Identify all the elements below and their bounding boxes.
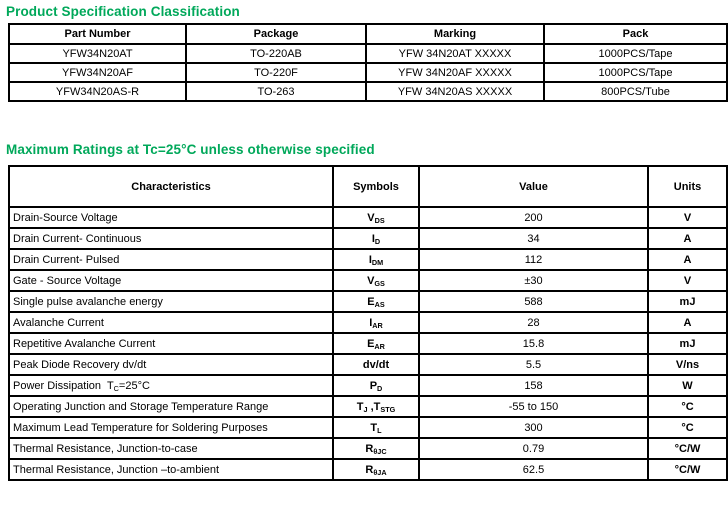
cell-units: V (647, 206, 728, 229)
cell-units: V (647, 269, 728, 292)
cell-value: 0.79 (418, 437, 649, 460)
cell-characteristic: Peak Diode Recovery dv/dt (8, 353, 334, 376)
datasheet-page: Product Specification Classification Par… (6, 4, 728, 481)
product-spec-table-body: YFW34N20AT TO-220AB YFW 34N20AT XXXXX 1000P… (8, 43, 728, 102)
cell-characteristic: Single pulse avalanche energy (8, 290, 334, 313)
table-row: YFW34N20AT TO-220AB YFW 34N20AT XXXXX 1000P… (8, 43, 728, 64)
cell-marking: YFW 34N20AF XXXXX (365, 62, 545, 83)
cell-value: 588 (418, 290, 649, 313)
cell-characteristic: Thermal Resistance, Junction-to-case (8, 437, 334, 460)
table-row: YFW34N20AF TO-220F YFW 34N20AF XXXXX 1000PC… (8, 62, 728, 83)
ratings-section-title: Maximum Ratings at Tc=25°C unless otherw… (6, 142, 375, 157)
col-header-units: Units (647, 165, 728, 208)
cell-pack: 800PCS/Tube (543, 81, 728, 102)
cell-units: W (647, 374, 728, 397)
table-row: Avalanche Current IAR 28 A (8, 311, 728, 334)
cell-symbol: TJ ,TSTG (332, 395, 420, 418)
table-row: Peak Diode Recovery dv/dt dv/dt 5.5 V/ns (8, 353, 728, 376)
cell-units: A (647, 248, 728, 271)
cell-value: 200 (418, 206, 649, 229)
table-row: Thermal Resistance, Junction –to-ambient… (8, 458, 728, 481)
cell-value: 112 (418, 248, 649, 271)
cell-units: °C (647, 416, 728, 439)
table-row: Power Dissipation TC=25°C PD 158 W (8, 374, 728, 397)
cell-value: 158 (418, 374, 649, 397)
header-row: Characteristics Symbols Value Units (8, 165, 728, 208)
cell-symbol: dv/dt (332, 353, 420, 376)
col-header-symbols: Symbols (332, 165, 420, 208)
cell-value: 300 (418, 416, 649, 439)
cell-symbol: ID (332, 227, 420, 250)
header-row: Part Number Package Marking Pack (8, 23, 728, 45)
cell-value: 15.8 (418, 332, 649, 355)
cell-units: °C/W (647, 437, 728, 460)
cell-symbol: VDS (332, 206, 420, 229)
cell-value: -55 to 150 (418, 395, 649, 418)
cell-characteristic: Power Dissipation TC=25°C (8, 374, 334, 397)
cell-units: A (647, 227, 728, 250)
table-row: Repetitive Avalanche Current EAR 15.8 mJ (8, 332, 728, 355)
cell-value: 5.5 (418, 353, 649, 376)
cell-units: °C/W (647, 458, 728, 481)
cell-characteristic: Gate - Source Voltage (8, 269, 334, 292)
cell-symbol: PD (332, 374, 420, 397)
cell-package: TO-263 (185, 81, 367, 102)
col-header-part-number: Part Number (8, 23, 187, 45)
maximum-ratings-table-header: Characteristics Symbols Value Units (8, 165, 728, 208)
cell-symbol: IDM (332, 248, 420, 271)
cell-units: mJ (647, 332, 728, 355)
table-row: Drain-Source Voltage VDS 200 V (8, 206, 728, 229)
table-row: Single pulse avalanche energy EAS 588 mJ (8, 290, 728, 313)
cell-package: TO-220AB (185, 43, 367, 64)
cell-symbol: VGS (332, 269, 420, 292)
col-header-pack: Pack (543, 23, 728, 45)
cell-pack: 1000PCS/Tape (543, 62, 728, 83)
product-spec-table: Part Number Package Marking Pack YFW34N2… (8, 23, 728, 102)
cell-characteristic: Drain Current- Continuous (8, 227, 334, 250)
cell-units: mJ (647, 290, 728, 313)
col-header-value: Value (418, 165, 649, 208)
cell-characteristic: Repetitive Avalanche Current (8, 332, 334, 355)
cell-symbol: IAR (332, 311, 420, 334)
cell-symbol: RθJA (332, 458, 420, 481)
cell-marking: YFW 34N20AT XXXXX (365, 43, 545, 64)
table-row: Operating Junction and Storage Temperatu… (8, 395, 728, 418)
cell-units: A (647, 311, 728, 334)
maximum-ratings-table-body: Drain-Source Voltage VDS 200 V Drain Current… (8, 206, 728, 481)
cell-value: ±30 (418, 269, 649, 292)
table-row: Thermal Resistance, Junction-to-case RθJC… (8, 437, 728, 460)
col-header-characteristics: Characteristics (8, 165, 334, 208)
cell-value: 34 (418, 227, 649, 250)
cell-symbol: EAR (332, 332, 420, 355)
cell-value: 28 (418, 311, 649, 334)
cell-part-number: YFW34N20AS-R (8, 81, 187, 102)
cell-part-number: YFW34N20AF (8, 62, 187, 83)
product-spec-table-header: Part Number Package Marking Pack (8, 23, 728, 45)
table-row: Drain Current- Pulsed IDM 112 A (8, 248, 728, 271)
cell-units: V/ns (647, 353, 728, 376)
table-row: Drain Current- Continuous ID 34 A (8, 227, 728, 250)
cell-symbol: TL (332, 416, 420, 439)
table-row: Gate - Source Voltage VGS ±30 V (8, 269, 728, 292)
col-header-marking: Marking (365, 23, 545, 45)
col-header-package: Package (185, 23, 367, 45)
cell-symbol: EAS (332, 290, 420, 313)
cell-characteristic: Drain Current- Pulsed (8, 248, 334, 271)
cell-symbol: RθJC (332, 437, 420, 460)
cell-part-number: YFW34N20AT (8, 43, 187, 64)
cell-characteristic: Drain-Source Voltage (8, 206, 334, 229)
cell-characteristic: Avalanche Current (8, 311, 334, 334)
cell-pack: 1000PCS/Tape (543, 43, 728, 64)
cell-value: 62.5 (418, 458, 649, 481)
table-row: Maximum Lead Temperature for Soldering P… (8, 416, 728, 439)
cell-characteristic: Thermal Resistance, Junction –to-ambient (8, 458, 334, 481)
cell-characteristic: Maximum Lead Temperature for Soldering P… (8, 416, 334, 439)
cell-package: TO-220F (185, 62, 367, 83)
maximum-ratings-table: Characteristics Symbols Value Units Drai… (8, 165, 728, 481)
cell-characteristic: Operating Junction and Storage Temperatu… (8, 395, 334, 418)
table-row: YFW34N20AS-R TO-263 YFW 34N20AS XXXXX 800PC… (8, 81, 728, 102)
cell-marking: YFW 34N20AS XXXXX (365, 81, 545, 102)
spec-section-title: Product Specification Classification (6, 4, 240, 19)
cell-units: °C (647, 395, 728, 418)
